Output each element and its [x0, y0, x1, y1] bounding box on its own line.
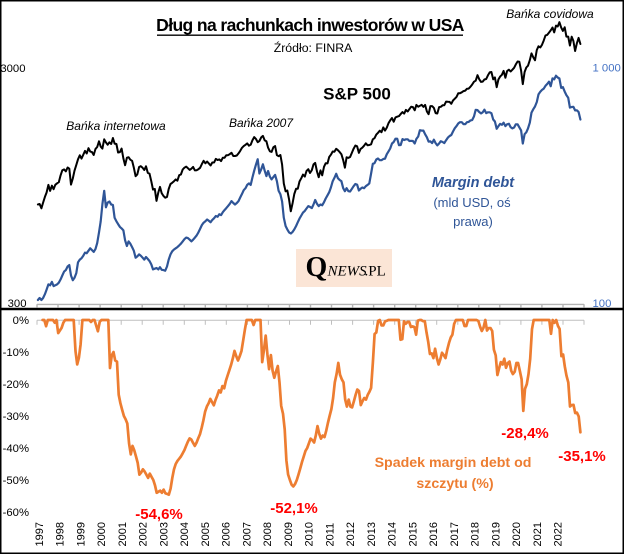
svg-text:2019: 2019 [490, 522, 502, 546]
svg-text:2002: 2002 [138, 522, 150, 546]
svg-text:Bańka covidowa: Bańka covidowa [506, 7, 594, 21]
svg-text:2016: 2016 [428, 522, 440, 546]
svg-text:-54,6%: -54,6% [135, 506, 183, 523]
svg-text:2001: 2001 [117, 522, 129, 546]
svg-text:3000: 3000 [0, 63, 25, 75]
svg-text:2006: 2006 [221, 522, 233, 546]
svg-text:Bańka internetowa: Bańka internetowa [66, 119, 166, 133]
svg-text:2017: 2017 [449, 522, 461, 546]
svg-text:2007: 2007 [241, 522, 253, 546]
svg-text:300: 300 [8, 298, 27, 310]
svg-text:Q: Q [306, 252, 328, 283]
svg-text:2005: 2005 [200, 522, 212, 546]
svg-text:2011: 2011 [324, 523, 336, 547]
svg-text:1997: 1997 [34, 522, 46, 546]
svg-text:Spadek margin debt od: Spadek margin debt od [375, 455, 532, 471]
svg-text:2012: 2012 [345, 522, 357, 546]
svg-text:.PL: .PL [365, 264, 386, 280]
svg-text:-60%: -60% [3, 507, 29, 519]
svg-text:2009: 2009 [283, 522, 295, 546]
svg-text:NEWS: NEWS [327, 264, 368, 280]
svg-text:2000: 2000 [96, 522, 108, 546]
svg-text:2020: 2020 [511, 522, 523, 546]
svg-text:100: 100 [593, 298, 612, 310]
svg-text:-10%: -10% [3, 347, 29, 359]
svg-text:2004: 2004 [179, 522, 191, 546]
svg-text:2008: 2008 [262, 522, 274, 546]
svg-text:-30%: -30% [3, 411, 29, 423]
svg-text:0%: 0% [13, 315, 29, 327]
svg-text:S&P 500: S&P 500 [323, 85, 391, 104]
svg-text:Margin debt: Margin debt [432, 175, 515, 191]
svg-text:Dług na rachunkach inwestorów: Dług na rachunkach inwestorów w USA [156, 15, 465, 35]
svg-text:Bańka 2007: Bańka 2007 [229, 116, 294, 130]
svg-text:prawa): prawa) [453, 214, 493, 229]
svg-text:1 000: 1 000 [593, 63, 621, 75]
svg-text:2013: 2013 [366, 522, 378, 546]
svg-text:1998: 1998 [55, 522, 67, 546]
svg-text:2010: 2010 [304, 522, 316, 546]
svg-text:1999: 1999 [75, 522, 87, 546]
svg-text:2015: 2015 [407, 522, 419, 546]
svg-text:-20%: -20% [3, 379, 29, 391]
svg-text:-28,4%: -28,4% [501, 425, 549, 442]
svg-text:2003: 2003 [158, 522, 170, 546]
svg-text:-50%: -50% [3, 475, 29, 487]
svg-text:-40%: -40% [3, 443, 29, 455]
svg-text:(mld USD, oś: (mld USD, oś [433, 195, 511, 210]
svg-text:-35,1%: -35,1% [558, 448, 606, 465]
svg-text:2022: 2022 [553, 522, 565, 546]
svg-text:szczytu (%): szczytu (%) [416, 476, 494, 492]
svg-text:Źródło: FINRA: Źródło: FINRA [274, 40, 353, 55]
svg-text:2014: 2014 [387, 522, 399, 546]
svg-text:-52,1%: -52,1% [270, 500, 318, 517]
svg-text:2018: 2018 [470, 522, 482, 546]
svg-text:2021: 2021 [532, 522, 544, 546]
